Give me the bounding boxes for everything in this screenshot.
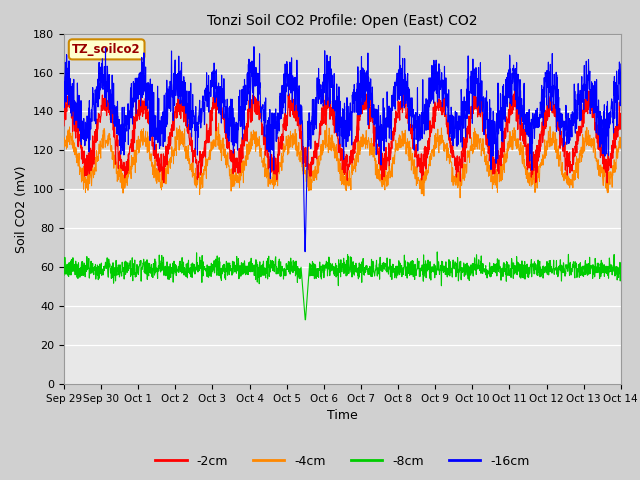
-8cm: [499, 274, 507, 279]
Line: -2cm: -2cm: [64, 88, 621, 183]
-2cm: [60, 123, 68, 129]
-8cm: [602, 267, 609, 273]
-16cm: [331, 104, 339, 109]
-2cm: [331, 124, 339, 130]
-2cm: [601, 164, 609, 170]
-4cm: [456, 195, 464, 201]
X-axis label: Time: Time: [327, 409, 358, 422]
Legend: -2cm, -4cm, -8cm, -16cm: -2cm, -4cm, -8cm, -16cm: [150, 450, 534, 473]
-2cm: [499, 155, 506, 160]
-4cm: [602, 178, 609, 183]
Line: -4cm: -4cm: [64, 123, 621, 198]
Y-axis label: Soil CO2 (mV): Soil CO2 (mV): [15, 165, 28, 252]
-16cm: [60, 79, 68, 85]
-2cm: [316, 121, 324, 127]
-8cm: [601, 265, 609, 271]
Text: TZ_soilco2: TZ_soilco2: [72, 43, 141, 56]
-8cm: [301, 317, 309, 323]
Line: -16cm: -16cm: [64, 46, 621, 252]
Bar: [64, 34, 621, 189]
-2cm: [89, 133, 97, 139]
-16cm: [617, 61, 625, 67]
-8cm: [433, 249, 441, 255]
-4cm: [215, 120, 223, 126]
-16cm: [602, 134, 609, 140]
-16cm: [316, 83, 324, 89]
-16cm: [88, 104, 96, 109]
-8cm: [617, 274, 625, 279]
-4cm: [60, 144, 68, 150]
-4cm: [316, 154, 324, 159]
Title: Tonzi Soil CO2 Profile: Open (East) CO2: Tonzi Soil CO2 Profile: Open (East) CO2: [207, 14, 477, 28]
-2cm: [604, 180, 611, 186]
-8cm: [60, 272, 68, 278]
Line: -8cm: -8cm: [64, 252, 621, 320]
-16cm: [301, 249, 308, 254]
-16cm: [601, 153, 609, 159]
-2cm: [617, 111, 625, 117]
-8cm: [316, 264, 324, 269]
-4cm: [617, 141, 625, 146]
-2cm: [601, 161, 609, 167]
-16cm: [396, 43, 403, 49]
-4cm: [499, 161, 507, 167]
-16cm: [499, 83, 507, 89]
-4cm: [331, 156, 339, 161]
-8cm: [331, 264, 339, 270]
-8cm: [88, 264, 96, 270]
-4cm: [601, 168, 609, 173]
-4cm: [88, 166, 96, 171]
-2cm: [65, 85, 72, 91]
